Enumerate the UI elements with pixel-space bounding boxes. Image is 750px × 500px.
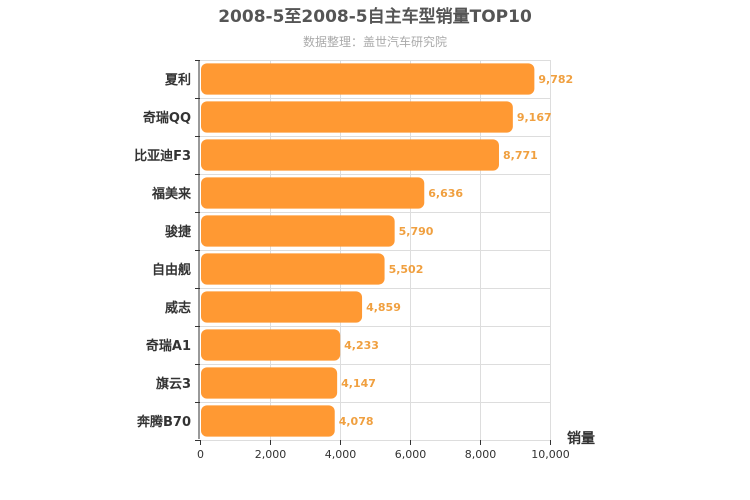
bar-value-label: 5,502 [389,263,424,276]
bar [201,329,341,361]
x-tick-label: 10,000 [531,448,570,461]
category-label: 骏捷 [165,224,192,240]
bar [201,291,363,323]
x-tick-labels: 0 2,000 4,000 6,000 8,000 10,000 [197,440,570,461]
bar-value-label: 8,771 [503,149,538,162]
bar-value-label: 9,782 [538,73,573,86]
bars [201,63,535,437]
x-tick-label: 6,000 [395,448,427,461]
category-label: 福美来 [151,186,192,202]
x-tick-label: 8,000 [465,448,497,461]
bar [201,253,385,285]
bar-value-label: 4,078 [339,415,374,428]
category-label: 奇瑞A1 [146,338,191,354]
category-label: 自由舰 [152,262,191,278]
category-label: 奇瑞QQ [143,110,191,126]
category-label: 旗云3 [156,376,191,392]
bar-value-label: 5,790 [399,225,434,238]
bar-value-label: 4,233 [344,339,379,352]
category-label: 比亚迪F3 [134,148,191,164]
bar-value-label: 6,636 [428,187,463,200]
bar [201,405,335,437]
bar-value-label: 4,859 [366,301,401,314]
bar [201,215,395,247]
category-label: 奔腾B70 [136,414,191,430]
bar [201,139,499,171]
chart-title: 2008-5至2008-5自主车型销量TOP10 [218,6,532,27]
bar-value-label: 4,147 [341,377,376,390]
x-axis-title: 销量 [567,430,595,447]
bar-value-label: 9,167 [517,111,552,124]
category-label: 威志 [165,300,191,316]
chart-subtitle: 数据整理：盖世汽车研究院 [303,34,447,49]
bar [201,367,338,399]
value-labels: 9,782 9,167 8,771 6,636 5,790 5,502 4,859 4,233… [339,73,573,428]
bar [201,101,513,133]
x-tick-label: 2,000 [255,448,287,461]
bar [201,177,425,209]
x-tick-label: 0 [197,448,204,461]
bar [201,63,535,95]
x-tick-label: 4,000 [325,448,357,461]
category-label: 夏利 [164,72,191,88]
